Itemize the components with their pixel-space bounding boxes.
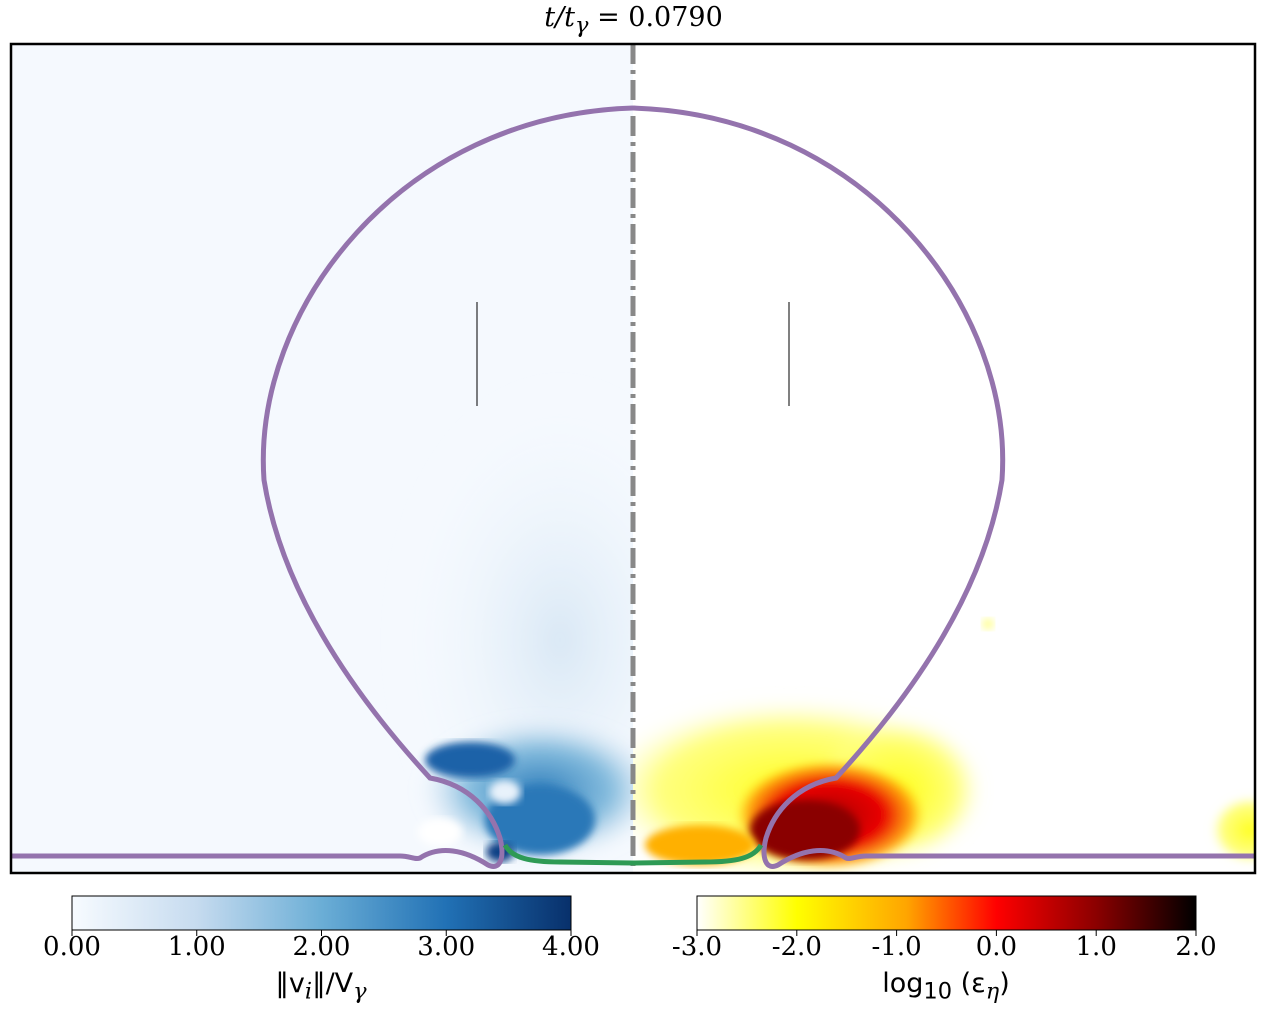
- plot-frame: [9, 42, 1257, 875]
- interface-right: [632, 105, 1255, 869]
- colorbar-tick-label: 2.0: [1175, 932, 1217, 962]
- colorbar-dissipation-label: log10 (εη): [882, 968, 1010, 1005]
- colorbar-tick-label: -2.0: [771, 932, 822, 962]
- colorbar-tick-label: 4.00: [542, 932, 600, 962]
- colorbar-tick-label: 1.0: [1075, 932, 1117, 962]
- colorbar-dissipation: [696, 895, 1197, 931]
- colorbar-velocity-ticks: [71, 930, 572, 936]
- dissipation-field: [633, 44, 1255, 873]
- colorbar-tick-label: -3.0: [671, 932, 723, 962]
- colorbar-tick-label: -1.0: [871, 932, 922, 962]
- colorbar-tick-label: 0.0: [975, 932, 1018, 962]
- interface-left: [11, 105, 634, 869]
- colorbar-dissipation-ticks: [696, 930, 1197, 936]
- colorbar-tick-label: 0.00: [43, 932, 101, 962]
- colorbar-tick-label: 2.00: [292, 932, 351, 962]
- colorbar-tick-label: 3.00: [417, 932, 476, 962]
- colorbar-velocity: [71, 895, 572, 931]
- film-interface: [502, 843, 764, 866]
- colorbar-tick-label: 1.00: [167, 932, 226, 962]
- colorbar-velocity-label: ‖vi‖/Vγ: [275, 968, 367, 1005]
- velocity-field: [11, 44, 633, 873]
- chart-title: t/tγ = 0.0790: [544, 2, 723, 39]
